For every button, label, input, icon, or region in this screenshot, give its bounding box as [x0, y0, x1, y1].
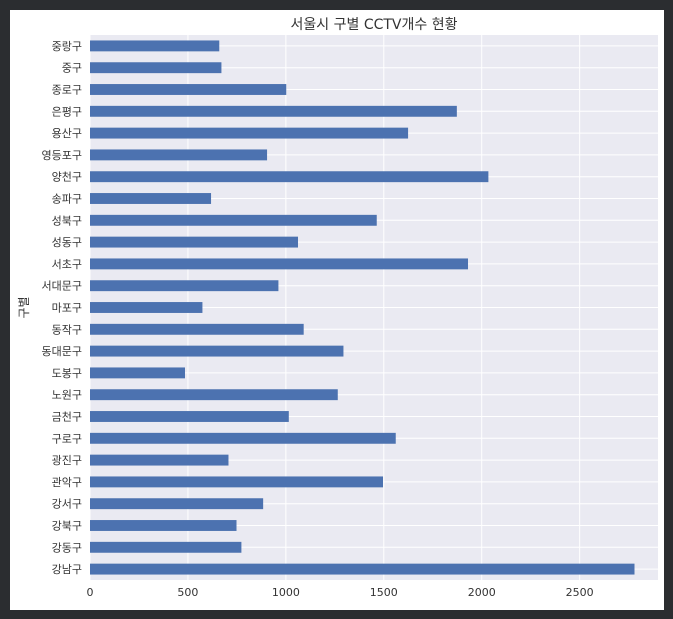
bars — [90, 40, 635, 575]
y-tick-label: 양천구 — [52, 170, 82, 184]
bar-송파구 — [90, 193, 212, 204]
y-tick-label: 관악구 — [52, 476, 82, 489]
x-tick-label: 1500 — [370, 586, 398, 599]
bar-동대문구 — [90, 345, 344, 357]
y-tick-label: 중랑구 — [52, 40, 82, 53]
y-tick-label: 동작구 — [52, 323, 82, 336]
bar-강북구 — [90, 520, 237, 531]
bar-금천구 — [90, 411, 289, 422]
y-tick-label: 노원구 — [52, 389, 82, 402]
bar-광진구 — [90, 454, 229, 466]
y-tick-label: 은평구 — [52, 105, 82, 118]
bar-서대문구 — [90, 280, 279, 292]
bar-노원구 — [90, 389, 338, 401]
bar-마포구 — [90, 302, 203, 313]
bar-양천구 — [90, 171, 489, 183]
bar-강남구 — [90, 563, 635, 575]
y-tick-label: 종로구 — [52, 84, 82, 97]
bar-chart: 중랑구중구종로구은평구용산구영등포구양천구송파구성북구성동구서초구서대문구마포구… — [17, 17, 658, 599]
x-tick-label: 1000 — [272, 586, 300, 599]
bar-구로구 — [90, 432, 396, 444]
x-tick-label: 0 — [87, 586, 94, 599]
y-tick-label: 송파구 — [52, 193, 82, 206]
bar-동작구 — [90, 323, 304, 335]
y-tick-label: 성동구 — [52, 236, 82, 249]
y-tick-label: 성북구 — [52, 214, 82, 227]
y-tick-label: 광진구 — [52, 454, 82, 467]
y-tick-labels: 중랑구중구종로구은평구용산구영등포구양천구송파구성북구성동구서초구서대문구마포구… — [42, 40, 82, 576]
chart-title: 서울시 구별 CCTV개수 현황 — [291, 17, 458, 33]
y-tick-label: 동대문구 — [42, 345, 82, 358]
bar-관악구 — [90, 476, 384, 488]
y-tick-label: 강동구 — [52, 541, 82, 554]
bar-영등포구 — [90, 149, 268, 161]
y-tick-label: 도봉구 — [52, 367, 82, 380]
x-tick-label: 500 — [177, 586, 198, 599]
y-tick-label: 서대문구 — [42, 280, 82, 293]
y-tick-label: 금천구 — [52, 410, 82, 424]
y-tick-label: 영등포구 — [42, 149, 82, 162]
bar-용산구 — [90, 127, 409, 139]
y-tick-label: 구로구 — [52, 432, 82, 445]
bar-성북구 — [90, 214, 377, 226]
bar-서초구 — [90, 258, 469, 270]
bar-중랑구 — [90, 40, 220, 52]
y-tick-label: 중구 — [62, 62, 82, 75]
y-tick-label: 강서구 — [52, 498, 82, 511]
bar-중구 — [90, 62, 222, 74]
bar-은평구 — [90, 105, 457, 117]
y-tick-label: 강북구 — [52, 520, 82, 533]
bar-도봉구 — [90, 367, 185, 379]
y-tick-label: 용산구 — [52, 127, 82, 140]
x-tick-label: 2500 — [566, 586, 594, 599]
y-tick-label: 마포구 — [52, 302, 82, 315]
bar-강서구 — [90, 498, 264, 510]
bar-성동구 — [90, 236, 299, 248]
y-tick-label: 서초구 — [52, 258, 82, 271]
y-tick-label: 강남구 — [52, 563, 82, 576]
x-tick-label: 2000 — [468, 586, 496, 599]
bar-종로구 — [90, 84, 287, 95]
bar-강동구 — [90, 541, 242, 553]
x-tick-labels: 0 500 1000 1500 2000 2500 — [87, 586, 594, 599]
y-axis-label: 구별 — [17, 296, 31, 318]
